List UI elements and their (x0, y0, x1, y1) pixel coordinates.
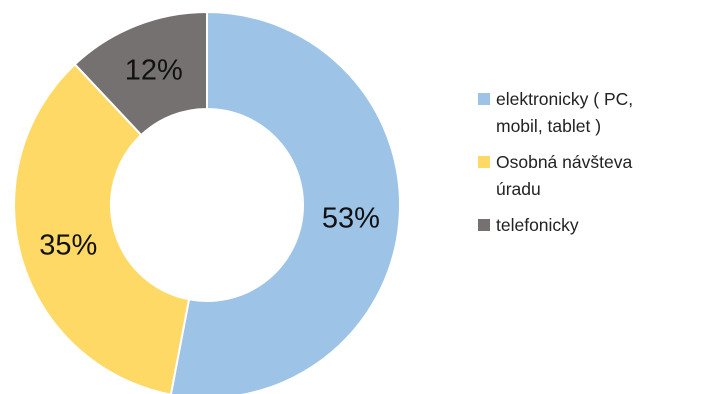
legend-swatch (478, 156, 490, 168)
legend-item: elektronicky ( PC, mobil, tablet ) (478, 86, 710, 140)
legend-swatch (478, 219, 490, 231)
legend-label: úradu (496, 179, 541, 199)
donut-slice (73, 10, 208, 137)
slice-data-label: 12% (125, 55, 183, 87)
donut-slice (13, 62, 191, 394)
donut-chart: 53% 35% 12% (13, 10, 401, 394)
legend: elektronicky ( PC, mobil, tablet ) Osobná … (478, 86, 710, 248)
legend-swatch (478, 93, 490, 105)
slice-data-label: 53% (322, 203, 380, 235)
slice-data-label: 35% (39, 229, 97, 261)
legend-item: telefonicky (478, 212, 710, 239)
legend-label: Osobná návšteva (496, 152, 633, 172)
legend-item: Osobná návšteva úradu (478, 149, 710, 203)
legend-label: telefonicky (496, 215, 579, 235)
legend-label: elektronicky ( PC, (496, 89, 634, 109)
legend-label: mobil, tablet ) (496, 116, 602, 136)
donut-slice (169, 10, 401, 394)
